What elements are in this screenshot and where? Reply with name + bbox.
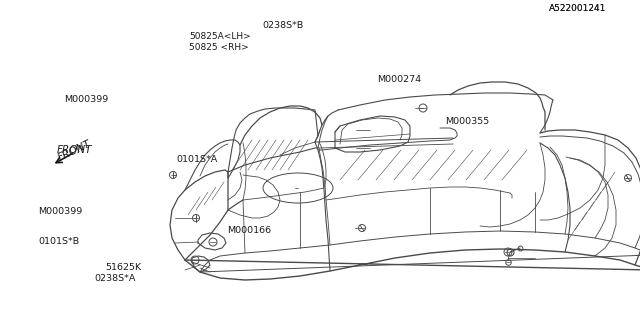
Text: 0101S*A: 0101S*A [176, 156, 217, 164]
Text: M000399: M000399 [38, 207, 83, 216]
Text: 51625K: 51625K [106, 263, 141, 272]
Text: A522001241: A522001241 [549, 4, 607, 13]
Text: 50825A<LH>: 50825A<LH> [189, 32, 250, 41]
Text: M000274: M000274 [378, 75, 422, 84]
Text: M000399: M000399 [64, 95, 108, 104]
Text: 50825 <RH>: 50825 <RH> [189, 43, 248, 52]
Text: M000166: M000166 [227, 226, 271, 235]
Text: A522001241: A522001241 [549, 4, 607, 13]
Text: FRONT: FRONT [56, 138, 93, 163]
Text: 0238S*A: 0238S*A [95, 274, 136, 283]
Text: FRONT: FRONT [56, 145, 92, 156]
Text: 0238S*B: 0238S*B [262, 21, 303, 30]
Text: 0101S*B: 0101S*B [38, 237, 79, 246]
Text: M000355: M000355 [445, 117, 489, 126]
